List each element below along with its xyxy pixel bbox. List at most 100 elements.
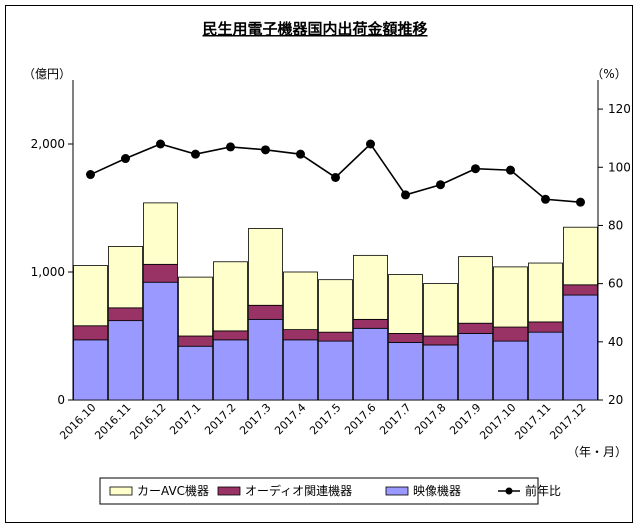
yoy-point [366, 139, 375, 149]
bar-segment [493, 340, 528, 401]
yoy-line [86, 139, 585, 207]
bar-segment [318, 279, 353, 333]
x-tick-label: 2016.12 [127, 401, 168, 442]
bar-segment [178, 345, 213, 401]
x-tick-label: 2016.10 [57, 401, 98, 442]
yoy-point [86, 170, 95, 180]
right-tick-label: 80 [608, 218, 623, 232]
legend-label: 映像機器 [413, 483, 461, 498]
bar-segment [458, 322, 493, 334]
legend-label: カーAVC機器 [137, 483, 209, 498]
legend-swatch [109, 486, 133, 496]
bar-segment [528, 262, 563, 323]
bar-segment [528, 321, 563, 333]
bar-segment [73, 265, 108, 327]
bar-segment [423, 283, 458, 337]
bar-segment [143, 202, 178, 265]
yoy-point [401, 190, 410, 200]
left-tick-label: 1,000 [31, 265, 65, 279]
bar-segment [178, 335, 213, 347]
bar-segment [318, 340, 353, 401]
bar-segment [73, 325, 108, 341]
bar-segment [493, 326, 528, 342]
bar-segment [213, 330, 248, 341]
left-tick-label: 0 [57, 393, 65, 407]
bar-segment [388, 341, 423, 401]
bar-segment [108, 245, 143, 309]
bar-segment [108, 320, 143, 401]
right-tick-label: 60 [608, 277, 623, 291]
axes: 0 1,000 2,000 20 40 60 80 100 120 [31, 80, 631, 407]
bar-segment [213, 261, 248, 332]
bar-segment [423, 335, 458, 346]
bar-segment [353, 318, 388, 329]
bar-segment [528, 331, 563, 401]
bar-segment [353, 327, 388, 401]
bar-segment [178, 276, 213, 337]
bar-segment [318, 331, 353, 342]
left-axis-unit: （億円） [23, 67, 71, 81]
bar-segment [248, 228, 283, 306]
yoy-point [436, 180, 445, 190]
legend-marker [505, 487, 513, 495]
legend-swatch [385, 486, 409, 496]
legend-label: オーディオ関連機器 [245, 483, 352, 498]
bar-segment [143, 281, 178, 401]
right-tick-label: 120 [608, 102, 631, 116]
yoy-point [261, 145, 270, 155]
right-tick-label: 100 [608, 160, 631, 174]
yoy-point [156, 139, 165, 149]
bar-segment [73, 339, 108, 401]
yoy-point [121, 154, 130, 164]
bars [73, 202, 598, 401]
bar-segment [458, 333, 493, 401]
x-tick-label: 2017.3 [237, 401, 273, 437]
yoy-point [506, 165, 515, 175]
legend-label: 前年比 [525, 483, 561, 498]
bar-segment [283, 271, 318, 330]
x-tick-label: 2017.8 [412, 401, 448, 437]
x-tick-label: 2017.1 [167, 401, 203, 437]
x-tick-label: 2017.4 [272, 401, 308, 437]
bar-segment [388, 274, 423, 334]
bar-segment [143, 263, 178, 283]
bar-segment [248, 318, 283, 401]
x-tick-label: 2017.6 [342, 401, 378, 437]
x-tick-label: 2017.11 [512, 401, 553, 442]
left-tick-label: 2,000 [31, 137, 65, 151]
x-tick-label: 2017.7 [377, 401, 413, 437]
x-tick-label: 2017.2 [202, 401, 238, 437]
right-tick-label: 40 [608, 335, 623, 349]
legend-swatch [217, 486, 241, 496]
right-tick-label: 20 [608, 393, 623, 407]
yoy-point [541, 194, 550, 204]
bar-segment [248, 304, 283, 320]
x-tick-label: 2017.12 [547, 401, 588, 442]
x-tick-label: 2017.10 [477, 401, 518, 442]
x-tick-label: 2016.11 [92, 401, 133, 442]
bar-segment [563, 226, 598, 286]
bar-segment [283, 339, 318, 401]
chart-title: 民生用電子機器国内出荷金額推移 [202, 20, 427, 38]
bar-segment [388, 333, 423, 343]
yoy-point [471, 164, 480, 174]
x-tick-labels: 2016.102016.112016.122017.12017.22017.32… [57, 401, 588, 442]
bar-segment [563, 284, 598, 296]
bar-segment [458, 256, 493, 324]
legend-box [99, 477, 539, 505]
bar-segment [353, 254, 388, 320]
bar-segment [108, 307, 143, 322]
x-tick-label: 2017.5 [307, 401, 343, 437]
yoy-point [576, 197, 585, 207]
yoy-point [331, 172, 340, 182]
bar-segment [563, 294, 598, 401]
x-axis-unit: （年・月） [567, 445, 627, 459]
bar-segment [493, 266, 528, 328]
bar-segment [423, 344, 458, 401]
yoy-point [296, 149, 305, 159]
yoy-point [226, 142, 235, 152]
chart-frame [5, 5, 633, 523]
yoy-point [191, 149, 200, 159]
right-axis-unit: （%） [591, 67, 626, 81]
